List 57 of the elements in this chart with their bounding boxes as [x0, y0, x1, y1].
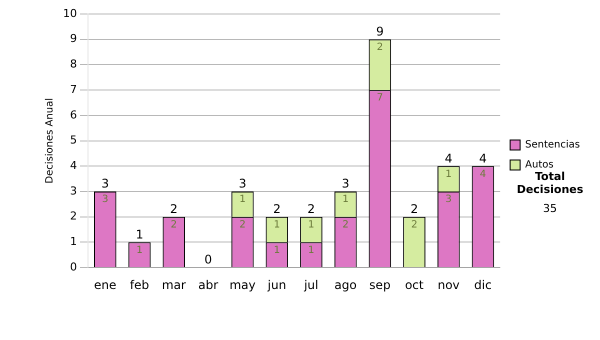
- y-tick-label: 3: [70, 184, 77, 198]
- total-label: 3: [238, 176, 246, 191]
- x-tick-label: abr: [198, 278, 218, 292]
- y-tick-label: 4: [70, 159, 77, 172]
- total-label: 4: [444, 151, 452, 166]
- data-label: 4: [480, 168, 486, 180]
- y-tick-label: 5: [70, 134, 77, 147]
- data-label: 2: [411, 219, 418, 230]
- x-tick-label: ene: [94, 278, 116, 292]
- legend-label: Sentencias: [525, 140, 580, 151]
- data-label: 2: [239, 219, 246, 230]
- data-label: 1: [274, 219, 280, 230]
- total-label: 2: [307, 202, 316, 216]
- y-axis-title: Decisiones Anual: [44, 98, 56, 184]
- x-tick-label: dic: [474, 278, 492, 292]
- data-label: 2: [342, 219, 349, 230]
- y-tick-label: 7: [70, 82, 77, 96]
- x-tick-label: ago: [334, 278, 357, 292]
- total-label: 2: [170, 202, 178, 216]
- text: 35: [542, 202, 558, 215]
- data-label: 1: [445, 168, 452, 180]
- total-label: 2: [410, 202, 418, 216]
- data-label: 1: [342, 194, 349, 206]
- x-tick-label: sep: [369, 278, 391, 292]
- data-label: 1: [308, 219, 314, 230]
- legend-label: Autos: [525, 160, 554, 171]
- total-label: 3: [342, 176, 350, 191]
- y-tick-label: 10: [62, 6, 77, 20]
- x-tick-label: jun: [266, 278, 286, 292]
- data-label: 1: [274, 244, 280, 256]
- y-tick-label: 6: [70, 108, 77, 122]
- data-label: 7: [376, 92, 384, 104]
- total-label: 1: [136, 227, 144, 242]
- total-label: 9: [376, 24, 384, 38]
- x-tick-label: mar: [162, 278, 186, 292]
- data-label: 2: [376, 42, 384, 53]
- total-label: 0: [204, 252, 212, 267]
- x-tick-label: nov: [438, 278, 460, 292]
- data-label: 2: [170, 219, 178, 230]
- data-label: 1: [308, 244, 314, 256]
- text: Total Decisiones: [516, 170, 584, 196]
- total-label: 3: [101, 176, 109, 191]
- data-label: 1: [136, 244, 143, 256]
- y-tick-label: 9: [70, 32, 77, 46]
- x-tick-label: jul: [303, 278, 318, 292]
- y-tick-label: 1: [70, 235, 77, 248]
- x-tick-label: oct: [404, 278, 424, 292]
- y-tick-label: 8: [70, 58, 77, 71]
- data-label: 1: [239, 194, 246, 206]
- x-tick-label: may: [229, 278, 256, 292]
- data-label: 3: [445, 194, 452, 206]
- total-label: 2: [273, 202, 281, 216]
- y-tick-label: 2: [70, 210, 77, 223]
- data-label: 3: [102, 194, 108, 206]
- total-label: 4: [479, 151, 487, 166]
- x-tick-label: feb: [130, 278, 150, 292]
- y-tick-label: 0: [70, 260, 77, 274]
